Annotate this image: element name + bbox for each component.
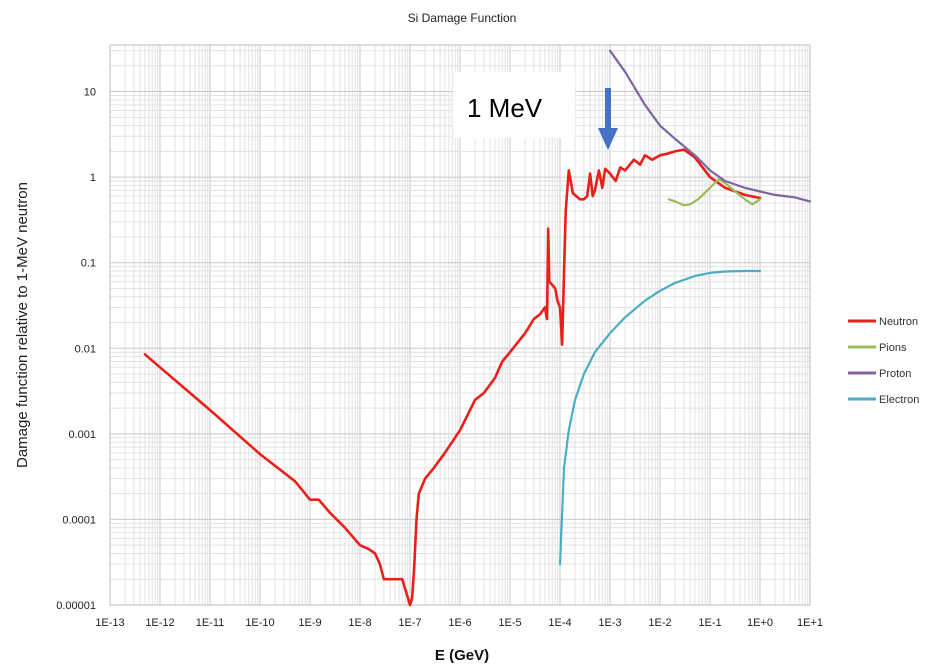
x-tick-label: 1E-13 [95, 617, 124, 629]
x-tick-label: 1E-10 [245, 617, 274, 629]
legend-label-electron: Electron [879, 394, 919, 406]
plot-frame [109, 44, 811, 606]
x-tick-label: 1E-12 [145, 617, 174, 629]
y-tick-label: 0.0001 [62, 514, 96, 526]
x-tick-label: 1E-5 [498, 617, 521, 629]
y-tick-label: 0.00001 [56, 600, 96, 612]
x-tick-label: 1E-3 [598, 617, 621, 629]
x-tick-label: 1E-8 [348, 617, 371, 629]
y-tick-label: 1 [90, 172, 96, 184]
series-line-neutron [143, 148, 762, 607]
y-tick-label: 10 [84, 87, 96, 99]
x-tick-label: 1E-2 [648, 617, 671, 629]
annotation-arrowhead [598, 128, 618, 150]
y-tick-label: 0.001 [68, 429, 96, 441]
x-tick-label: 1E+1 [797, 617, 823, 629]
x-tick-label: 1E-7 [398, 617, 421, 629]
annotation-box: 1 MeV [453, 72, 575, 138]
annotation-label: 1 MeV [467, 93, 543, 123]
legend: Neutron Pions Proton Electron [848, 316, 919, 406]
annotation-arrow [598, 88, 618, 150]
legend-label-neutron: Neutron [879, 316, 918, 328]
x-tick-label: 1E-4 [548, 617, 571, 629]
annotation-arrow-shaft [605, 88, 611, 128]
x-tick-label: 1E-9 [298, 617, 321, 629]
x-axis-ticks: 1E-13 1E-12 1E-11 1E-10 1E-9 1E-8 1E-7 1E-6 1E-5… [95, 617, 823, 629]
series-layer [143, 49, 812, 607]
x-axis-title: E (GeV) [435, 647, 489, 664]
plot-grid [109, 45, 811, 606]
series-line-proton [608, 49, 812, 203]
y-axis-title: Damage function relative to 1-MeV neutro… [14, 182, 31, 468]
x-tick-label: 1E-11 [196, 617, 225, 629]
y-tick-label: 0.1 [81, 258, 96, 270]
x-tick-label: 1E-1 [698, 617, 721, 629]
y-tick-label: 0.01 [75, 343, 96, 355]
y-axis-ticks: 0.00001 0.0001 0.001 0.01 0.1 1 10 [56, 87, 96, 612]
legend-label-proton: Proton [879, 368, 911, 380]
series-line-pions [667, 177, 762, 207]
x-tick-label: 1E-6 [448, 617, 471, 629]
legend-label-pions: Pions [879, 342, 907, 354]
annotation-background [453, 72, 575, 138]
series-line-electron [558, 269, 762, 566]
x-tick-label: 1E+0 [747, 617, 773, 629]
chart-title: Si Damage Function [408, 11, 517, 25]
